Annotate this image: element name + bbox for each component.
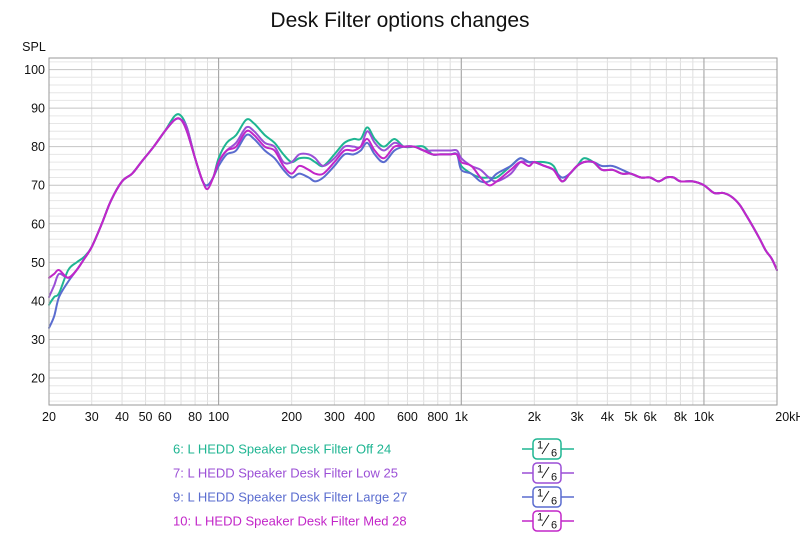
x-tick-label: 80	[188, 410, 202, 424]
x-tick-label: 800	[427, 410, 448, 424]
y-tick-label: 40	[31, 294, 45, 308]
y-tick-label: 30	[31, 333, 45, 347]
legend: 6: L HEDD Speaker Desk Filter Off 24 167:…	[173, 438, 574, 532]
x-tick-label: 60	[158, 410, 172, 424]
smoothing-numerator: 1	[537, 512, 543, 524]
smoothing-numerator: 1	[537, 488, 543, 500]
x-tick-label: 600	[397, 410, 418, 424]
legend-entry-2[interactable]: 7: L HEDD Speaker Desk Filter Low 25 16	[173, 462, 574, 484]
y-axis-label: SPL	[22, 40, 46, 54]
legend-entry-1[interactable]: 6: L HEDD Speaker Desk Filter Off 24 16	[173, 438, 574, 460]
x-tick-label: 20kHz	[775, 410, 800, 424]
x-tick-label: 5k	[624, 410, 638, 424]
legend-label: 9: L HEDD Speaker Desk Filter Large 27	[173, 490, 407, 505]
x-tick-label: 40	[115, 410, 129, 424]
smoothing-badge[interactable]	[532, 486, 562, 508]
y-tick-label: 50	[31, 256, 45, 270]
legend-entry-3[interactable]: 9: L HEDD Speaker Desk Filter Large 27 16	[173, 486, 574, 508]
y-axis-ticks: 20 30 40 50 60 70 80 90 100	[24, 63, 45, 385]
x-tick-label: 6k	[644, 410, 658, 424]
legend-entry-4[interactable]: 10: L HEDD Speaker Desk Filter Med 28 16	[173, 510, 574, 532]
y-tick-label: 80	[31, 140, 45, 154]
plot-border	[48, 57, 778, 406]
series-lines	[48, 113, 778, 329]
smoothing-denominator: 6	[551, 448, 557, 460]
x-tick-label: 200	[281, 410, 302, 424]
x-tick-label: 20	[42, 410, 56, 424]
smoothing-slash	[541, 442, 550, 455]
smoothing-badge[interactable]	[532, 462, 562, 484]
legend-label: 6: L HEDD Speaker Desk Filter Off 24	[173, 442, 391, 457]
y-tick-label: 60	[31, 217, 45, 231]
x-tick-label: 10k	[694, 410, 715, 424]
y-tick-label: 90	[31, 102, 45, 116]
smoothing-slash	[541, 466, 550, 479]
smoothing-slash	[541, 514, 550, 527]
chart-title: Desk Filter options changes	[270, 9, 529, 32]
x-tick-label: 50	[139, 410, 153, 424]
series-line-4	[48, 117, 778, 279]
smoothing-numerator: 1	[537, 440, 543, 452]
smoothing-denominator: 6	[551, 496, 557, 508]
smoothing-denominator: 6	[551, 472, 557, 484]
x-tick-label: 400	[354, 410, 375, 424]
y-tick-label: 70	[31, 179, 45, 193]
x-tick-label: 300	[324, 410, 345, 424]
y-tick-label: 100	[24, 63, 45, 77]
legend-label: 10: L HEDD Speaker Desk Filter Med 28	[173, 514, 407, 529]
smoothing-denominator: 6	[551, 520, 557, 532]
y-tick-label: 20	[31, 372, 45, 386]
x-tick-label: 4k	[601, 410, 615, 424]
x-axis-ticks: 20 30 40 50 60 80 100 200 300 400 600 800 1k 2k 3k 4k 5k…	[42, 410, 800, 424]
smoothing-badge[interactable]	[532, 438, 562, 460]
x-tick-label: 8k	[674, 410, 688, 424]
x-tick-label: 100	[208, 410, 229, 424]
smoothing-slash	[541, 490, 550, 503]
x-tick-label: 1k	[455, 410, 469, 424]
x-tick-label: 2k	[528, 410, 542, 424]
x-tick-label: 30	[85, 410, 99, 424]
legend-label: 7: L HEDD Speaker Desk Filter Low 25	[173, 466, 398, 481]
smoothing-badge[interactable]	[532, 510, 562, 532]
x-tick-label: 3k	[570, 410, 584, 424]
major-gridlines	[49, 58, 777, 405]
plot-frame	[48, 57, 778, 406]
smoothing-numerator: 1	[537, 464, 543, 476]
